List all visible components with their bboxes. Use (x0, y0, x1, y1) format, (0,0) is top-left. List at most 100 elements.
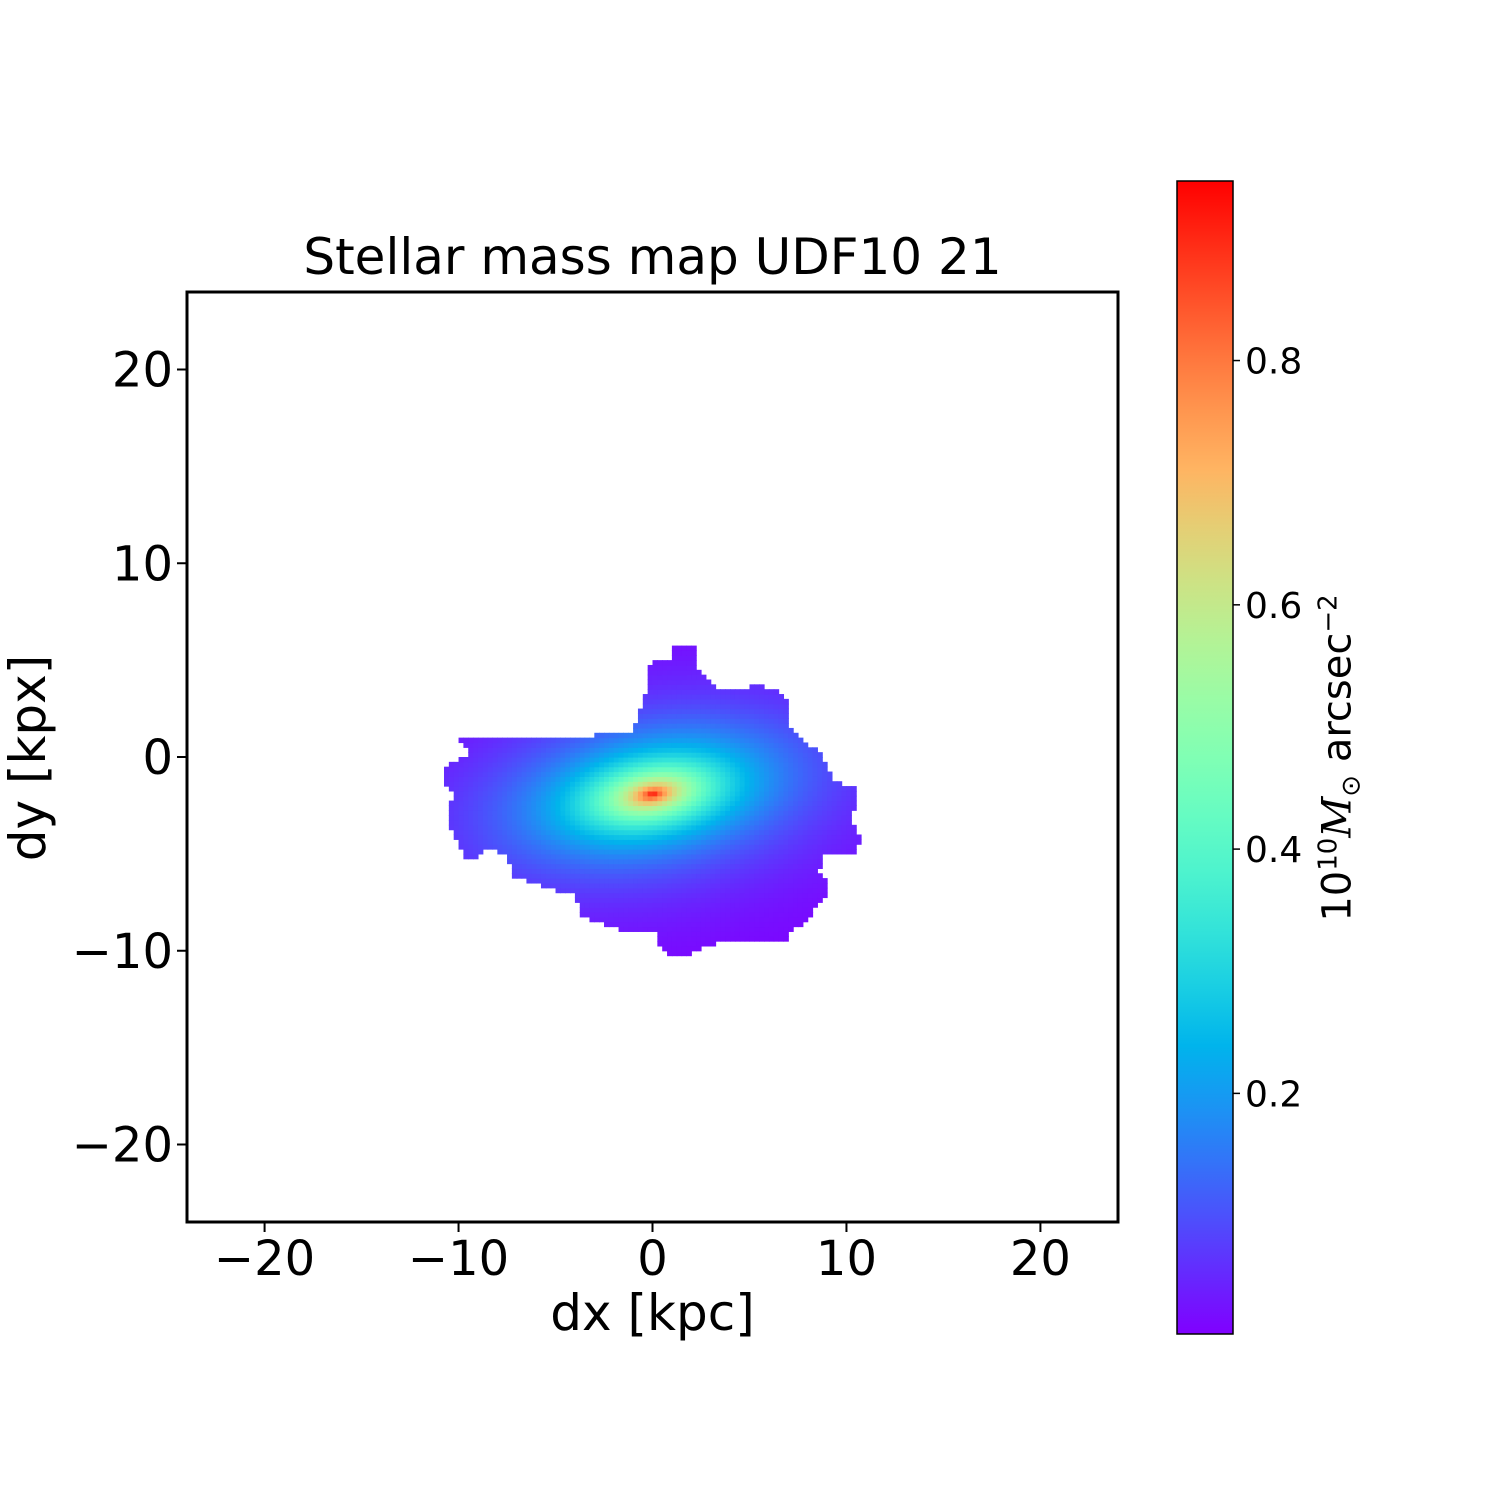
heatmap-cell (637, 858, 644, 865)
heatmap-cell (768, 926, 775, 932)
heatmap-cell (812, 839, 818, 845)
heatmap-cell (768, 907, 775, 913)
heatmap-cell (705, 694, 712, 700)
heatmap-cell (565, 853, 571, 860)
heatmap-cell (671, 781, 678, 787)
heatmap-cell (676, 834, 683, 840)
heatmap-cell (584, 873, 591, 879)
heatmap-cell (463, 757, 469, 763)
heatmap-cell (667, 771, 673, 777)
heatmap-cell (618, 858, 625, 865)
heatmap-cell (681, 950, 688, 957)
heatmap-cell (662, 815, 668, 821)
heatmap-cell (710, 921, 717, 928)
heatmap-cell (759, 771, 765, 777)
heatmap-cell (642, 887, 649, 894)
heatmap-cell (642, 732, 649, 739)
heatmap-cell (846, 795, 852, 802)
heatmap-cell (453, 815, 460, 821)
heatmap-cell (497, 810, 503, 816)
heatmap-cell (739, 781, 746, 787)
heatmap-cell (545, 757, 552, 763)
heatmap-cell (613, 878, 620, 884)
heatmap-cell (831, 815, 838, 821)
heatmap-cell (749, 790, 755, 797)
heatmap-cell (545, 742, 552, 748)
heatmap-cell (841, 819, 848, 826)
heatmap-cell (676, 718, 683, 724)
heatmap-cell (802, 858, 809, 865)
heatmap-cell (473, 805, 479, 811)
heatmap-cell (637, 776, 644, 782)
heatmap-cell (759, 819, 765, 826)
heatmap-cell (768, 781, 775, 787)
heatmap-cell (657, 853, 663, 860)
heatmap-cell (817, 834, 823, 840)
heatmap-cell (773, 732, 780, 739)
heatmap-cell (662, 742, 668, 748)
heatmap-cell (502, 737, 508, 744)
heatmap-cell (773, 795, 780, 802)
heatmap-cell (696, 800, 702, 807)
heatmap-cell (705, 786, 712, 792)
heatmap-cell (540, 819, 547, 826)
heatmap-cell (594, 878, 600, 884)
heatmap-cell (691, 766, 697, 773)
heatmap-cell (681, 645, 688, 652)
heatmap-cell (608, 786, 615, 792)
heatmap-cell (642, 892, 649, 899)
heatmap-cell (725, 766, 731, 773)
heatmap-cell (754, 815, 760, 821)
heatmap-cell (652, 669, 658, 676)
heatmap-cell (744, 694, 751, 700)
heatmap-cell (696, 815, 702, 821)
heatmap-cell (574, 766, 581, 773)
heatmap-cell (812, 757, 818, 763)
heatmap-cell (793, 868, 799, 874)
heatmap-cell (642, 766, 649, 773)
heatmap-cell (773, 790, 780, 797)
heatmap-cell (817, 766, 823, 773)
heatmap-cell (768, 723, 775, 729)
heatmap-cell (739, 776, 746, 782)
heatmap-cell (730, 708, 736, 715)
heatmap-cell (599, 878, 605, 884)
heatmap-cell (715, 863, 721, 870)
heatmap-cell (802, 790, 809, 797)
heatmap-cell (734, 921, 741, 928)
heatmap-cell (671, 936, 678, 942)
heatmap-cell (705, 766, 712, 773)
heatmap-cell (710, 708, 717, 715)
heatmap-cell (827, 800, 833, 807)
heatmap-cell (633, 810, 639, 816)
heatmap-cell (637, 800, 644, 807)
heatmap-cell (783, 698, 789, 705)
heatmap-cell (715, 902, 721, 908)
heatmap-cell (628, 732, 634, 739)
heatmap-cell (676, 781, 683, 787)
heatmap-cell (647, 892, 654, 899)
heatmap-cell (608, 766, 615, 773)
heatmap-cell (589, 795, 595, 802)
heatmap-cell (783, 839, 789, 845)
cb-label-unit: arcsec (1314, 632, 1361, 775)
heatmap-cell (667, 766, 673, 773)
heatmap-cell (604, 873, 610, 879)
heatmap-cell (797, 849, 804, 855)
heatmap-cell (807, 844, 814, 850)
heatmap-cell (531, 810, 537, 816)
heatmap-cell (788, 916, 794, 923)
heatmap-cell (793, 887, 799, 894)
heatmap-cell (526, 863, 532, 870)
heatmap-cell (696, 727, 702, 734)
heatmap-cell (705, 844, 712, 850)
heatmap-cell (652, 795, 658, 802)
heatmap-cell (715, 849, 721, 855)
heatmap-cell (788, 781, 794, 787)
heatmap-cell (477, 834, 484, 840)
heatmap-cell (570, 766, 576, 773)
heatmap-cell (536, 786, 542, 792)
heatmap-cell (473, 819, 479, 826)
heatmap-cell (511, 800, 518, 807)
